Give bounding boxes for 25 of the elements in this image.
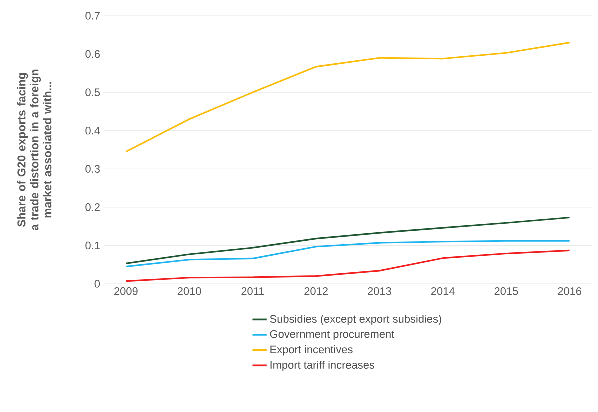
legend-label: Import tariff increases	[270, 360, 375, 372]
legend-label: Subsidies (except export subsidies)	[270, 314, 442, 326]
x-tick-label: 2014	[431, 288, 455, 296]
line-series	[125, 250, 571, 282]
y-tick-label: 0.3	[86, 165, 100, 174]
y-axis-title: Share of G20 exports facing a trade distortion in a foreign market associated with...	[17, 70, 52, 231]
line-series	[125, 42, 571, 153]
y-tick-label: 0.7	[86, 12, 100, 20]
y-tick-label: 0.5	[86, 88, 100, 96]
x-tick-label: 2015	[494, 288, 518, 296]
line-series	[125, 216, 571, 265]
y-tick-label: 0.4	[86, 126, 100, 135]
x-tick-label: 2013	[368, 288, 392, 296]
y-tick-label: 0	[94, 280, 100, 288]
x-tick-label: 2012	[304, 288, 328, 296]
x-tick-label: 2010	[178, 288, 202, 296]
legend-label: Export incentives	[270, 346, 353, 356]
y-tick-label: 0.2	[86, 204, 100, 212]
x-tick-label: 2011	[242, 288, 264, 296]
y-tick-label: 0.6	[86, 50, 100, 58]
x-tick-label: 2016	[558, 288, 582, 296]
legend-label: Government procurement	[270, 330, 395, 340]
x-tick-label: 2009	[114, 288, 138, 296]
y-tick-label: 0.1	[86, 242, 100, 250]
line-series	[125, 240, 571, 268]
